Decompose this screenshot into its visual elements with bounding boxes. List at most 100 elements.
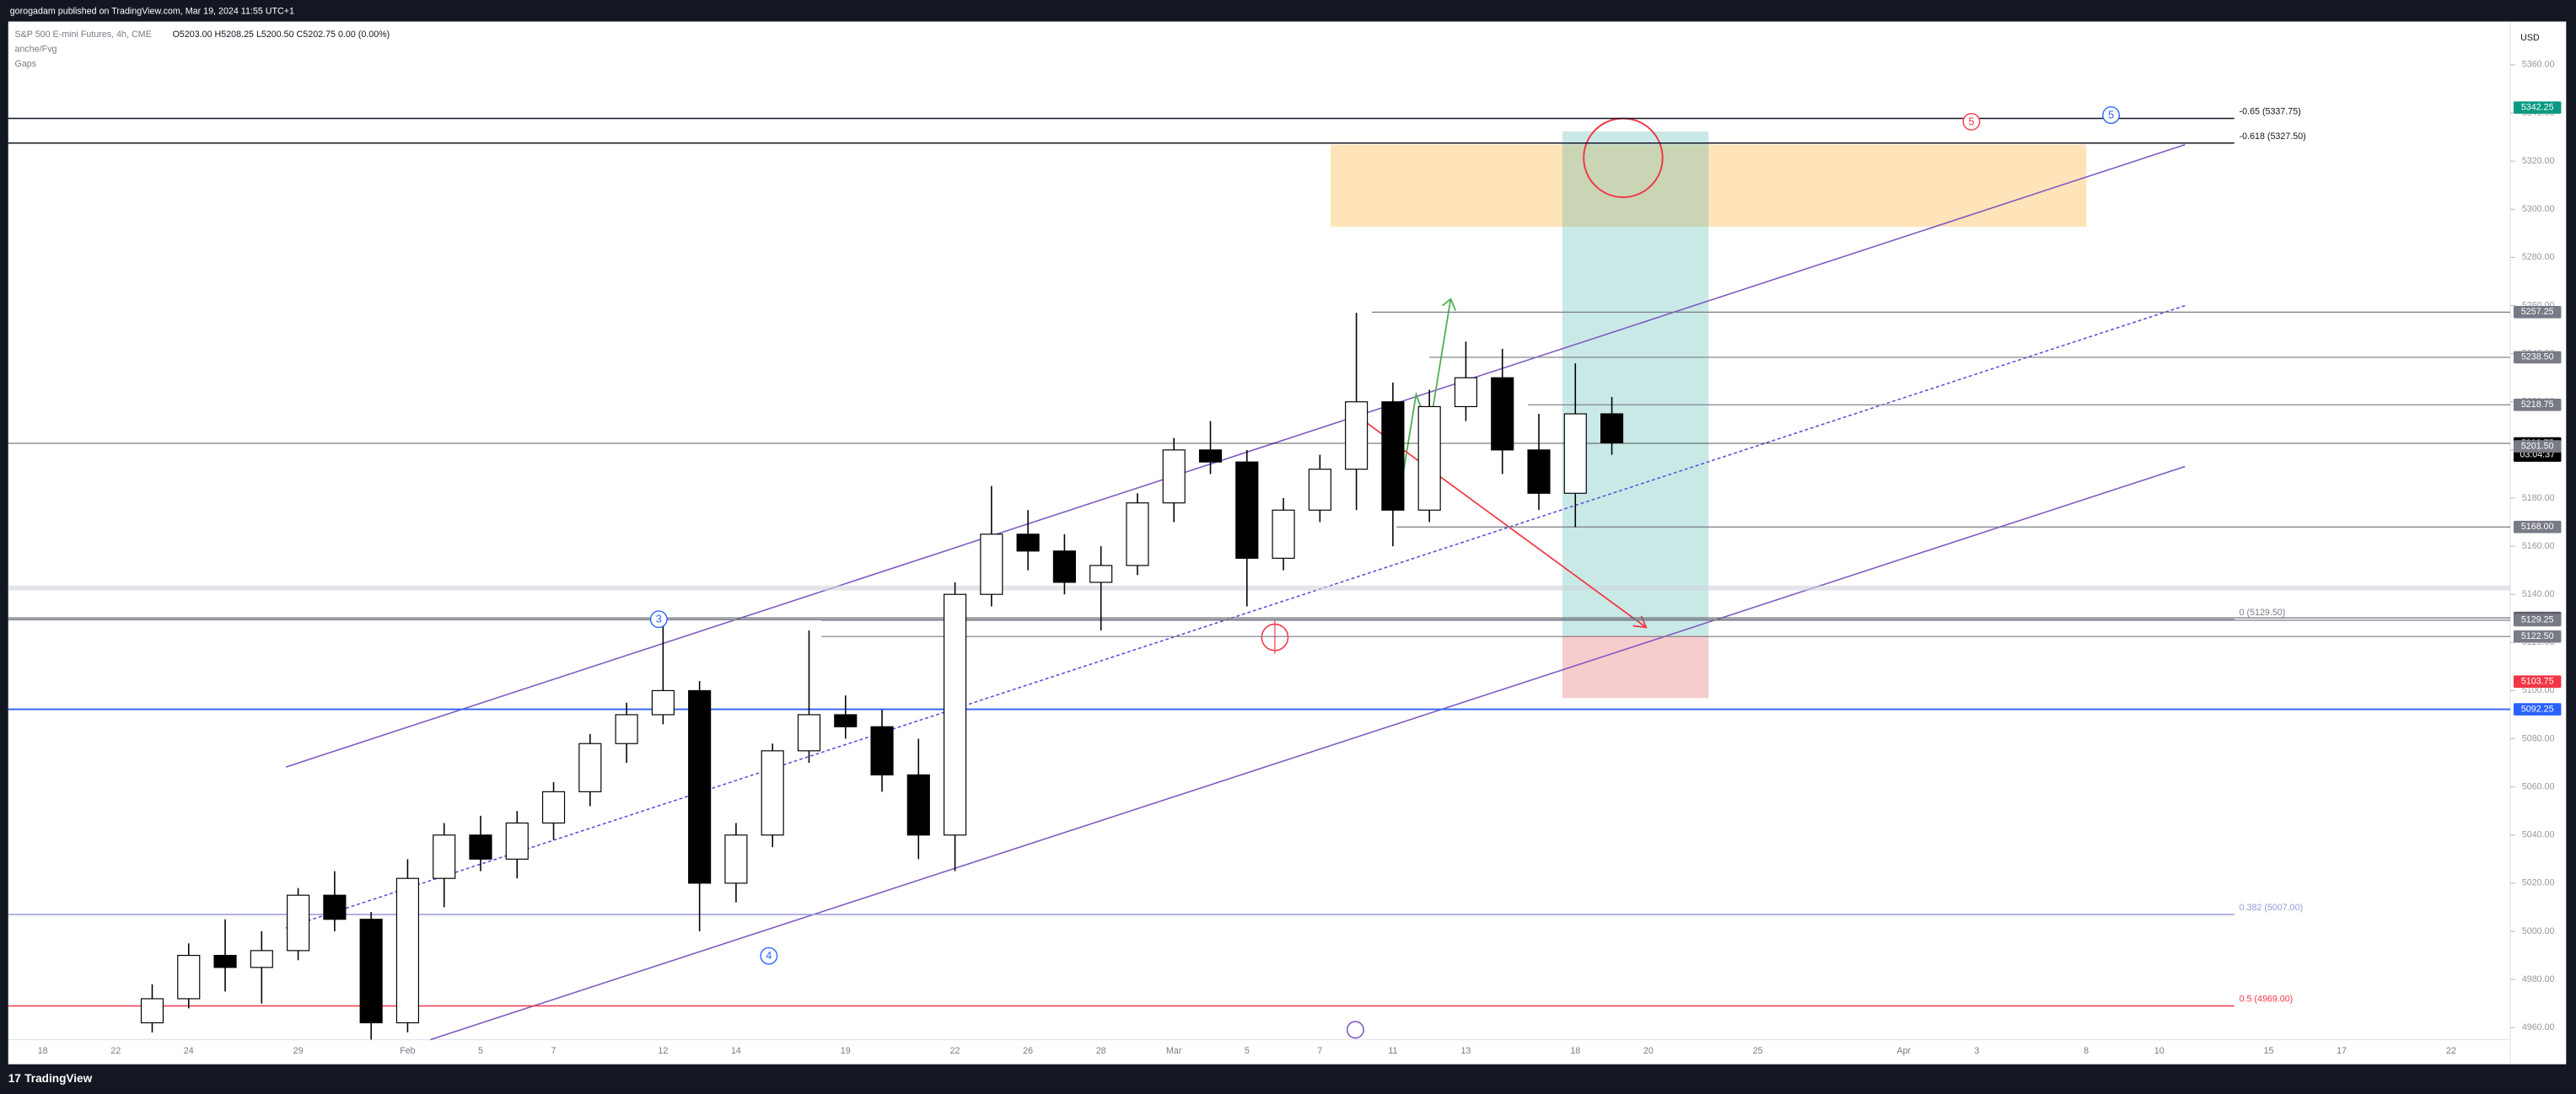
price-label: 5342.25 <box>2521 102 2554 112</box>
wave-label: 4 <box>766 950 772 962</box>
zone <box>1331 144 2087 228</box>
candle-body <box>1600 413 1624 443</box>
brand-logo: 17 <box>8 1072 21 1085</box>
x-tick-label: 24 <box>184 1046 194 1056</box>
y-tick-label: 5100.00 <box>2522 685 2555 695</box>
candle-body <box>724 834 748 884</box>
wave-label: 3 <box>656 614 662 625</box>
candle-body <box>1272 509 1295 559</box>
candle-body <box>688 689 712 884</box>
candle-body <box>1491 377 1514 451</box>
drawings <box>8 117 2511 1041</box>
candle-body <box>1454 377 1478 408</box>
price-label-bg <box>2513 614 2562 627</box>
candle-body <box>797 714 821 752</box>
candle-body <box>615 714 638 744</box>
candle-body <box>1016 534 1040 552</box>
candles <box>140 313 1624 1040</box>
x-tick-label: 10 <box>2154 1046 2165 1056</box>
y-tick-label: 5000.00 <box>2522 926 2555 936</box>
y-tick-label: 5140.00 <box>2522 589 2555 599</box>
arrow-head <box>1442 298 1457 311</box>
stop-zone <box>1562 635 1709 699</box>
target-zone <box>1562 131 1709 636</box>
candle-body <box>1308 469 1331 511</box>
y-tick-label: 5180.00 <box>2522 493 2555 503</box>
candle-body <box>469 834 492 860</box>
arrow <box>1363 420 1647 629</box>
candle-body <box>1162 449 1186 504</box>
wave-label: 5 <box>1968 115 1974 127</box>
candle-body <box>1126 502 1149 566</box>
y-tick-label: 5360.00 <box>2522 60 2555 70</box>
fib-label: 0 (5129.50) <box>2240 608 2286 618</box>
x-tick-label: 28 <box>1096 1046 1106 1056</box>
y-tick-label: 4980.00 <box>2522 974 2555 984</box>
channel-upper <box>285 143 2186 768</box>
candle-body <box>1345 401 1369 470</box>
y-tick-label: 4960.00 <box>2522 1022 2555 1032</box>
candle-body <box>213 954 237 968</box>
wave-circle <box>1962 112 1981 131</box>
quote: O5203.00 H5208.25 L5200.50 C5202.75 0.00… <box>173 29 390 40</box>
candle-body <box>1198 449 1223 463</box>
x-tick-label: 22 <box>950 1046 960 1056</box>
currency: USD <box>2520 33 2540 43</box>
x-tick-label: 18 <box>38 1046 48 1056</box>
candle-body <box>1527 449 1551 494</box>
candle-body <box>177 954 201 1000</box>
price-label-bg <box>2513 630 2562 643</box>
x-tick-label: 25 <box>1753 1046 1763 1056</box>
x-tick-label: Apr <box>1896 1046 1911 1056</box>
y-tick-label: 5160.00 <box>2522 541 2555 551</box>
candle-body <box>541 791 566 824</box>
candle-body <box>395 877 419 1024</box>
x-tick-label: 3 <box>1974 1046 1979 1056</box>
price-label: 5238.50 <box>2521 352 2554 362</box>
price-label-bg <box>2513 351 2562 364</box>
symbol: S&P 500 E-mini Futures, 4h, CME <box>15 29 152 40</box>
x-tick-label: 5 <box>478 1046 483 1056</box>
x-tick-label: 19 <box>841 1046 851 1056</box>
y-tick-label: 5080.00 <box>2522 733 2555 743</box>
candle-body <box>1052 550 1076 583</box>
price-label: 5218.75 <box>2521 400 2554 410</box>
wave-circle <box>2102 106 2121 125</box>
fib-label: -0.618 (5327.50) <box>2240 131 2306 142</box>
price-label-bg <box>2513 675 2562 689</box>
x-tick-label: 29 <box>293 1046 304 1056</box>
x-tick-label: 17 <box>2337 1046 2347 1056</box>
candle-body <box>287 894 310 952</box>
brand: TradingView <box>24 1072 92 1085</box>
price-label-bg <box>2513 703 2562 716</box>
wave-label: 5 <box>2108 110 2114 121</box>
fib-label: 0.382 (5007.00) <box>2240 903 2304 913</box>
candle-body <box>505 822 529 860</box>
x-tick-label: 11 <box>1388 1046 1397 1056</box>
price-label-bg <box>2513 398 2562 411</box>
x-tick-label: 18 <box>1570 1046 1580 1056</box>
publisher: gorogadam published on TradingView.com, … <box>10 7 294 17</box>
candle-body <box>578 743 602 792</box>
x-tick-label: Feb <box>400 1046 415 1056</box>
candle-body <box>944 593 967 836</box>
candle-body <box>834 714 858 727</box>
price-label-bg <box>2513 440 2562 453</box>
x-tick-label: 22 <box>2446 1046 2456 1056</box>
wave-circle <box>649 610 668 629</box>
candle-body <box>870 726 894 775</box>
candle-body <box>651 689 675 716</box>
x-tick-label: 7 <box>1317 1046 1322 1056</box>
price-label-bg <box>2513 306 2562 319</box>
icon <box>1346 1021 1364 1039</box>
x-tick-label: 12 <box>658 1046 668 1056</box>
price-label: 5092.25 <box>2521 704 2554 714</box>
candle-body <box>140 998 164 1024</box>
x-tick-label: 20 <box>1643 1046 1654 1056</box>
candle-body <box>1235 461 1259 559</box>
x-tick-label: 13 <box>1460 1046 1471 1056</box>
x-tick-label: 7 <box>551 1046 557 1056</box>
candle-body <box>1381 401 1405 511</box>
